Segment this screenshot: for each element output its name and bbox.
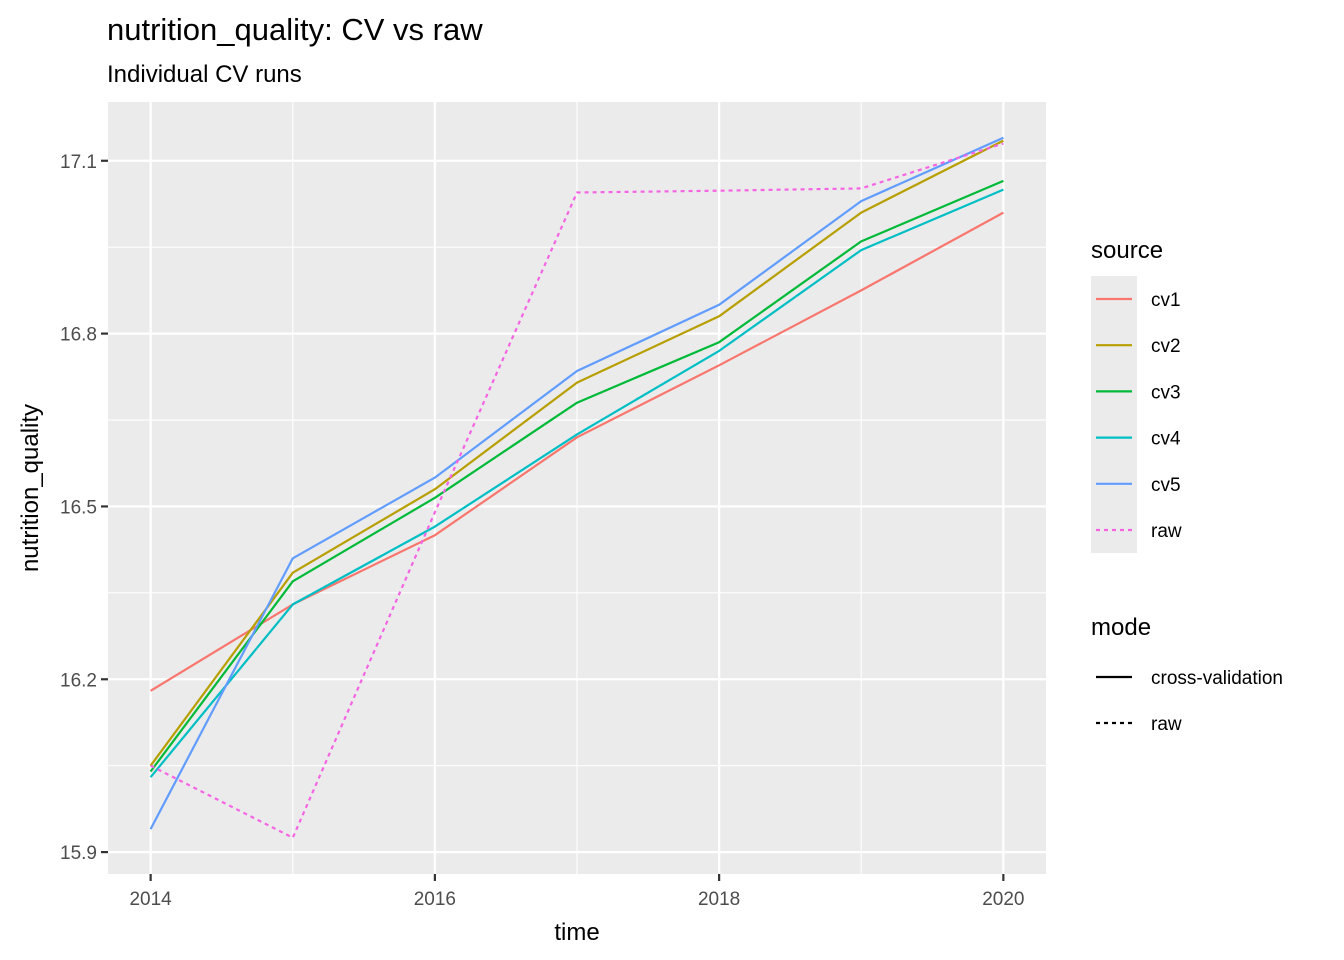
- legend-mode-title: mode: [1091, 614, 1151, 641]
- x-axis-title: time: [554, 919, 599, 946]
- legend-label-cv1: cv1: [1151, 290, 1181, 311]
- series-line-cv2: [149, 139, 1004, 767]
- legend-mode-label-cross-validation: cross-validation: [1151, 668, 1283, 689]
- series-line-cv4: [149, 188, 1004, 778]
- y-axis-title: nutrition_quality: [17, 404, 44, 572]
- x-tick-label: 2016: [414, 889, 456, 910]
- legend-mode: mode cross-validation raw: [1091, 614, 1283, 746]
- legend-source-title: source: [1091, 237, 1163, 264]
- series-line-cv5: [149, 136, 1004, 830]
- y-tick-label: 16.2: [60, 670, 97, 691]
- legend-source: source cv1 cv2 cv3 cv4 cv5 raw: [1091, 237, 1182, 553]
- series-line-raw: [150, 142, 1004, 839]
- legend-label-cv3: cv3: [1151, 382, 1181, 403]
- legend-label-cv2: cv2: [1151, 336, 1181, 357]
- legend-label-cv4: cv4: [1151, 429, 1181, 450]
- y-tick-label: 15.9: [60, 843, 97, 864]
- y-axis: 15.9 16.2 16.5 16.8 17.1: [60, 152, 108, 864]
- y-tick-label: 16.5: [60, 497, 97, 518]
- x-tick-label: 2020: [982, 889, 1024, 910]
- legend-label-cv5: cv5: [1151, 475, 1181, 496]
- x-axis: 2014 2016 2018 2020: [129, 874, 1025, 910]
- series-line-cv3: [149, 179, 1004, 773]
- legend-label-raw: raw: [1151, 521, 1182, 542]
- legend-source-keys-bg: [1091, 276, 1137, 553]
- chart-subtitle: Individual CV runs: [107, 61, 302, 88]
- series-lines: [149, 136, 1004, 839]
- y-tick-label: 17.1: [60, 152, 97, 173]
- x-tick-label: 2018: [698, 889, 740, 910]
- chart-title: nutrition_quality: CV vs raw: [107, 12, 483, 47]
- y-tick-label: 16.8: [60, 325, 97, 346]
- legend-mode-label-raw: raw: [1151, 714, 1182, 735]
- x-tick-label: 2014: [129, 889, 172, 910]
- minor-gridlines: [108, 102, 1046, 874]
